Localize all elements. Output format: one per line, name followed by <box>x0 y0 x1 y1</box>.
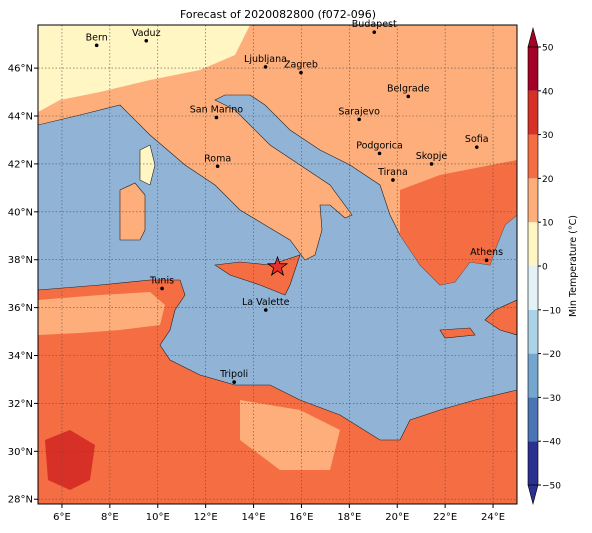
sahara-hot <box>45 430 95 490</box>
y-tick-label: 34°N <box>8 351 33 362</box>
corsica <box>139 144 156 186</box>
cities: Bern VaduzBudapestLjubljanaZagrebBelgrade… <box>86 19 503 384</box>
city-dot <box>391 178 395 182</box>
city-dot <box>263 308 268 312</box>
city-label: Sofia <box>465 134 489 145</box>
colorbar-segment <box>528 90 538 135</box>
map-background <box>38 25 517 504</box>
colorbar-segment <box>528 353 538 398</box>
colorbar-segment <box>528 309 538 354</box>
y-tick-label: 38°N <box>8 255 33 266</box>
y-tick-label: 46°N <box>8 64 33 75</box>
x-tick-label: 12°E <box>194 512 218 523</box>
city-label: Tripoli <box>219 369 248 380</box>
city-label: La Valette <box>242 297 290 308</box>
colorbar-segment <box>528 397 538 442</box>
colorbar-label: Min Temperature (°C) <box>568 215 579 317</box>
colorbar-tick-label: 10 <box>542 219 554 229</box>
colorbar-segment <box>528 134 538 179</box>
city-label: Roma <box>204 153 231 164</box>
city-label: Belgrade <box>387 83 430 94</box>
city-label: Athens <box>470 247 503 258</box>
colorbar-tick-label: 0 <box>542 263 548 273</box>
city-dot <box>215 164 220 169</box>
y-tick-label: 32°N <box>8 399 33 410</box>
colorbar-over <box>527 26 539 48</box>
colorbar-segment <box>528 222 538 266</box>
city-dot <box>406 94 411 99</box>
colorbar-tick-label: 50 <box>542 44 554 54</box>
x-tick-label: 16°E <box>289 512 313 523</box>
event-marker <box>266 255 289 276</box>
colorbar: −50 −40 −30 −20 −10 0 10 20 30 40 50 <box>527 26 561 506</box>
alps-cool <box>38 25 250 112</box>
colorbar-tick-label: −30 <box>542 394 561 404</box>
city-label: Skopje <box>416 151 448 162</box>
x-tick-label: 24°E <box>481 512 505 523</box>
colorbar-segment <box>528 178 538 223</box>
y-tick-label: 40°N <box>8 207 33 218</box>
colorbar-tick-label: 30 <box>542 131 554 141</box>
city-label: Sarajevo <box>338 106 380 117</box>
city-dot <box>357 117 361 122</box>
y-tick-label: 30°N <box>8 447 33 458</box>
colorbar-tick-label: 40 <box>542 87 554 97</box>
colorbar-tick-label: 20 <box>542 175 554 185</box>
colorbar-segment <box>528 47 538 91</box>
x-tick-label: 10°E <box>146 512 170 523</box>
city-label: San Marino <box>190 104 243 115</box>
x-tick-label: 22°E <box>433 512 457 523</box>
y-tick-label: 42°N <box>8 159 33 170</box>
colorbar-under <box>527 484 539 506</box>
colorbar-tick-label: −40 <box>542 438 561 448</box>
x-tick-label: 8°E <box>101 512 119 523</box>
city-label: Podgorica <box>356 140 403 151</box>
y-tick-label: 44°N <box>8 112 33 123</box>
y-tick-label: 28°N <box>8 495 33 506</box>
turkey <box>484 299 517 336</box>
colorbar-tick-label: −50 <box>542 482 561 492</box>
x-tick-label: 6°E <box>53 512 71 523</box>
city-label: Ljubljana <box>244 54 287 65</box>
city-dot <box>144 39 149 43</box>
city-dot <box>232 380 236 384</box>
colorbar-tick-label: −10 <box>542 306 561 316</box>
libya-mild <box>240 400 340 470</box>
city-label: Vaduz <box>132 28 161 39</box>
city-label: Tunis <box>149 275 174 286</box>
grid: 6°E 8°E 10°E 12°E 14°E 16°E 18°E 20°E 22°E 24°E 28… <box>8 25 517 523</box>
city-dot <box>429 162 434 166</box>
africa-coast-mild <box>38 292 165 335</box>
city-dot <box>94 43 99 48</box>
city-dot <box>377 151 382 156</box>
colorbar-segment <box>528 441 538 485</box>
city-label: Tirana <box>377 167 408 178</box>
city-dot <box>372 30 377 34</box>
city-dot <box>299 70 303 75</box>
city-label: Bern <box>86 32 108 43</box>
x-tick-label: 20°E <box>385 512 409 523</box>
city-label: Zagreb <box>284 60 318 71</box>
sardinia <box>119 182 146 241</box>
city-dot <box>214 115 219 120</box>
x-tick-label: 18°E <box>337 512 361 523</box>
balkan-warm <box>400 160 517 285</box>
city-dot <box>263 65 268 69</box>
city-dot <box>474 145 479 149</box>
city-dot <box>484 258 489 262</box>
x-tick-label: 14°E <box>242 512 266 523</box>
africa <box>38 279 517 504</box>
colorbar-tick-label: −20 <box>542 350 561 360</box>
map-frame <box>37 24 518 505</box>
colorbar-segment <box>528 266 538 310</box>
y-tick-label: 36°N <box>8 303 33 314</box>
crete <box>439 327 476 339</box>
title: Forecast of 2020082800 (f072-096) <box>180 8 376 21</box>
city-dot <box>160 286 164 291</box>
